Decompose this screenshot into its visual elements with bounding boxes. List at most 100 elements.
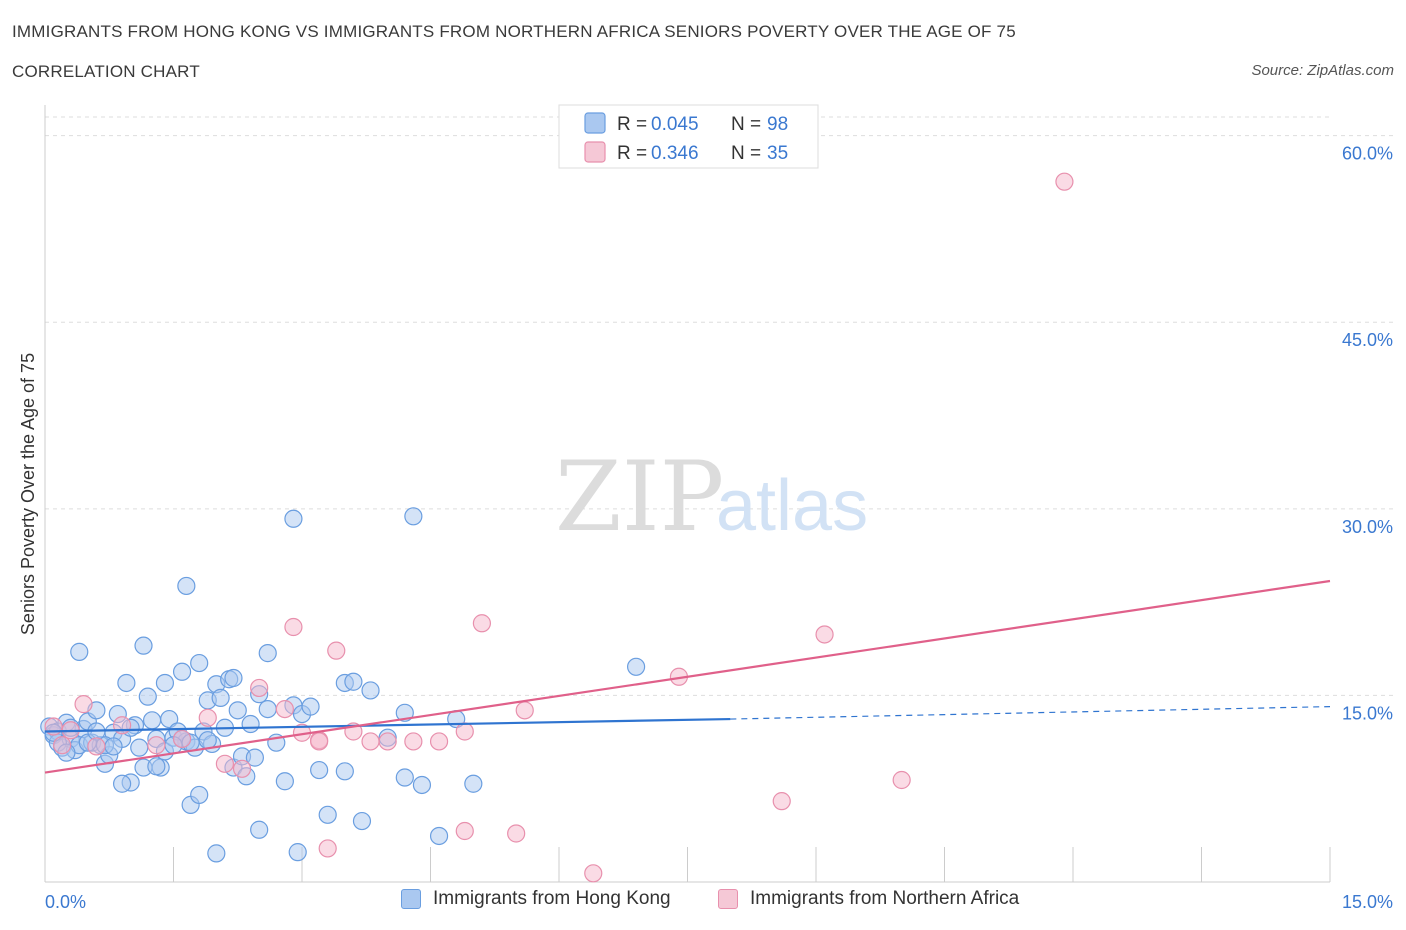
- top-legend-n-value: 35: [767, 143, 788, 164]
- y-axis-label: Seniors Poverty Over the Age of 75: [18, 353, 38, 635]
- legend-label-hong-kong: Immigrants from Hong Kong: [433, 888, 671, 909]
- point-hong-kong: [318, 805, 337, 824]
- y-tick-label: 15.0%: [1342, 703, 1393, 723]
- point-hong-kong: [344, 672, 363, 691]
- point-hong-kong: [361, 681, 380, 700]
- point-northern-africa: [772, 792, 791, 811]
- point-northern-africa: [198, 708, 217, 727]
- top-legend-r-label: R =: [617, 114, 647, 135]
- trend-line-hong-kong: [44, 717, 731, 733]
- point-northern-africa: [232, 759, 252, 778]
- top-legend-swatch-northern-africa: [584, 141, 606, 163]
- x-tick-label-min: 0.0%: [45, 892, 86, 912]
- trend-line-hong-kong-extension: [730, 706, 1331, 720]
- series-northern-africa: [44, 172, 1074, 883]
- point-northern-africa: [215, 754, 234, 773]
- point-hong-kong: [112, 774, 132, 793]
- legend-item-hong-kong[interactable]: Immigrants from Hong Kong: [401, 888, 671, 910]
- top-legend-r-value: 0.346: [651, 143, 699, 164]
- point-hong-kong: [104, 737, 123, 756]
- legend-swatch-pink: [718, 889, 738, 909]
- point-hong-kong: [404, 507, 423, 526]
- point-northern-africa: [404, 732, 423, 751]
- point-northern-africa: [472, 614, 491, 633]
- trend-line-northern-africa: [44, 579, 1331, 774]
- point-hong-kong: [160, 709, 179, 729]
- point-hong-kong: [142, 711, 162, 730]
- point-hong-kong: [284, 509, 303, 528]
- point-northern-africa: [53, 736, 72, 755]
- point-northern-africa: [507, 824, 526, 843]
- chart-subtitle: CORRELATION CHART: [12, 62, 200, 81]
- point-hong-kong: [241, 714, 260, 734]
- point-northern-africa: [87, 737, 106, 756]
- point-hong-kong: [258, 699, 277, 719]
- y-tick-label: 30.0%: [1342, 517, 1393, 537]
- point-northern-africa: [455, 722, 474, 741]
- point-northern-africa: [892, 770, 911, 790]
- point-hong-kong: [464, 774, 483, 793]
- point-hong-kong: [177, 576, 196, 596]
- point-hong-kong: [626, 657, 646, 676]
- point-hong-kong: [70, 642, 89, 661]
- point-hong-kong: [412, 775, 432, 795]
- point-northern-africa: [455, 821, 474, 841]
- point-northern-africa: [515, 701, 534, 720]
- point-hong-kong: [250, 820, 269, 839]
- point-hong-kong: [245, 748, 264, 767]
- point-northern-africa: [318, 839, 337, 858]
- point-hong-kong: [395, 703, 414, 722]
- point-hong-kong: [288, 843, 307, 862]
- point-northern-africa: [74, 695, 93, 714]
- point-hong-kong: [352, 811, 372, 831]
- point-hong-kong: [198, 731, 217, 750]
- series-hong-kong: [40, 507, 646, 863]
- point-hong-kong: [147, 757, 166, 776]
- top-legend-r-label: R =: [617, 143, 647, 164]
- legend-label-northern-africa: Immigrants from Northern Africa: [750, 888, 1020, 909]
- point-hong-kong: [207, 844, 226, 863]
- point-northern-africa: [147, 736, 166, 755]
- top-legend-n-value: 98: [767, 114, 788, 135]
- top-legend-n-label: N =: [731, 143, 761, 164]
- point-northern-africa: [172, 729, 192, 749]
- point-hong-kong: [155, 673, 175, 693]
- point-hong-kong: [258, 644, 277, 663]
- point-hong-kong: [275, 772, 294, 791]
- point-northern-africa: [361, 732, 380, 751]
- legend-item-northern-africa[interactable]: Immigrants from Northern Africa: [718, 888, 1019, 910]
- watermark-atlas: atlas: [716, 466, 868, 546]
- point-hong-kong: [138, 687, 157, 706]
- point-hong-kong: [429, 826, 449, 846]
- chart-title: IMMIGRANTS FROM HONG KONG VS IMMIGRANTS …: [12, 22, 1016, 41]
- point-hong-kong: [190, 653, 209, 673]
- point-northern-africa: [378, 732, 397, 751]
- point-northern-africa: [275, 699, 294, 719]
- point-hong-kong: [134, 636, 153, 655]
- point-hong-kong: [335, 762, 354, 781]
- point-northern-africa: [429, 732, 449, 751]
- y-tick-label: 60.0%: [1342, 144, 1393, 164]
- top-legend: R = 0.045 N = 98 R = 0.346 N = 35: [558, 104, 819, 169]
- point-hong-kong: [224, 668, 243, 688]
- top-legend-r-value: 0.045: [651, 114, 699, 135]
- point-hong-kong: [301, 697, 320, 716]
- point-northern-africa: [815, 625, 834, 644]
- y-tick-label: 45.0%: [1342, 330, 1393, 350]
- point-northern-africa: [584, 864, 603, 883]
- legend-swatch-blue: [401, 889, 421, 909]
- watermark-zip: ZIP: [555, 441, 724, 553]
- point-hong-kong: [211, 688, 230, 708]
- point-hong-kong: [172, 662, 192, 681]
- top-legend-swatch-hong-kong: [584, 112, 606, 134]
- point-northern-africa: [250, 678, 269, 698]
- point-hong-kong: [130, 738, 149, 757]
- top-legend-n-label: N =: [731, 114, 761, 135]
- point-northern-africa: [327, 641, 346, 660]
- point-northern-africa: [310, 732, 329, 751]
- point-hong-kong: [117, 673, 136, 693]
- point-hong-kong: [228, 701, 247, 720]
- point-northern-africa: [284, 617, 303, 637]
- point-hong-kong: [310, 760, 329, 780]
- x-tick-label-max: 15.0%: [1342, 892, 1393, 912]
